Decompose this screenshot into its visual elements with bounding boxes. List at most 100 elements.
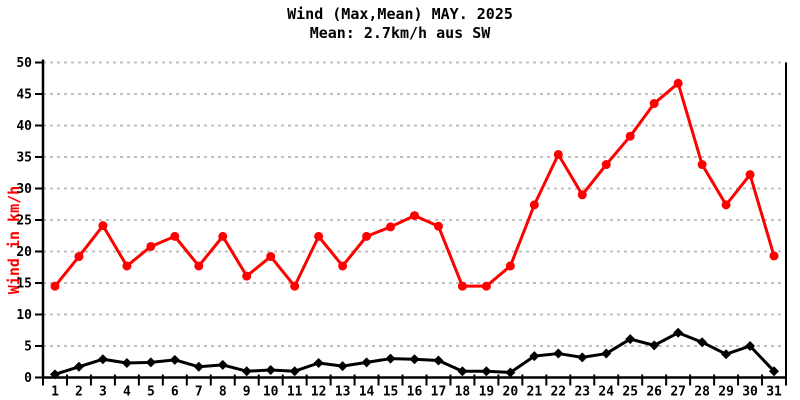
x-tick-label-29: 29 <box>718 385 734 400</box>
mean-marker-day-30 <box>745 341 756 351</box>
max-marker-day-19 <box>481 281 491 291</box>
x-tick-label-20: 20 <box>503 385 519 400</box>
y-tick-label-30: 30 <box>16 182 32 197</box>
mean-marker-day-24 <box>601 348 612 359</box>
mean-marker-day-13 <box>337 361 348 372</box>
mean-marker-day-19 <box>481 366 492 377</box>
max-marker-day-14 <box>362 231 372 241</box>
y-tick-label-0: 0 <box>24 371 32 386</box>
mean-marker-day-9 <box>241 366 252 377</box>
max-marker-day-1 <box>50 281 60 291</box>
max-marker-day-29 <box>721 200 731 210</box>
max-marker-day-10 <box>266 252 276 262</box>
x-tick-label-15: 15 <box>383 385 399 400</box>
mean-marker-day-18 <box>457 366 468 377</box>
x-tick-label-14: 14 <box>359 385 375 400</box>
y-tick-label-5: 5 <box>24 340 32 355</box>
max-marker-day-12 <box>314 231 324 241</box>
max-marker-day-5 <box>146 241 156 251</box>
max-marker-day-30 <box>745 170 755 180</box>
chart-title: Wind (Max,Mean) MAY. 2025 <box>287 5 513 23</box>
max-marker-day-11 <box>290 281 300 291</box>
max-marker-day-13 <box>338 261 348 271</box>
max-marker-day-25 <box>625 131 635 141</box>
y-tick-label-35: 35 <box>16 151 32 166</box>
chart-subtitle: Mean: 2.7km/h aus SW <box>309 24 491 42</box>
x-tick-label-23: 23 <box>574 385 590 400</box>
x-tick-label-7: 7 <box>195 385 203 400</box>
y-tick-label-50: 50 <box>16 56 32 71</box>
x-tick-label-13: 13 <box>335 385 351 400</box>
max-marker-day-8 <box>218 231 228 241</box>
x-tick-label-9: 9 <box>243 385 251 400</box>
x-tick-label-16: 16 <box>407 385 423 400</box>
mean-marker-day-4 <box>121 358 132 369</box>
x-tick-label-4: 4 <box>123 385 131 400</box>
x-tick-label-2: 2 <box>75 385 83 400</box>
y-tick-label-45: 45 <box>16 88 32 103</box>
max-marker-day-6 <box>170 231 180 241</box>
y-tick-label-25: 25 <box>16 214 32 229</box>
mean-marker-day-20 <box>505 367 516 378</box>
mean-marker-day-28 <box>697 337 708 348</box>
x-tick-label-12: 12 <box>311 385 327 400</box>
mean-marker-day-7 <box>193 361 204 372</box>
x-tick-label-25: 25 <box>622 385 638 400</box>
mean-marker-day-2 <box>73 361 84 372</box>
max-marker-day-15 <box>386 222 396 232</box>
max-marker-day-20 <box>505 261 515 271</box>
mean-marker-day-1 <box>49 369 60 380</box>
mean-marker-day-15 <box>385 353 396 364</box>
x-tick-label-19: 19 <box>479 385 495 400</box>
mean-marker-day-26 <box>649 340 660 351</box>
x-tick-label-10: 10 <box>263 385 279 400</box>
x-tick-label-22: 22 <box>550 385 566 400</box>
y-tick-label-40: 40 <box>16 119 32 134</box>
x-tick-label-30: 30 <box>742 385 758 400</box>
x-tick-label-24: 24 <box>598 385 614 400</box>
x-tick-label-1: 1 <box>51 385 59 400</box>
mean-marker-day-16 <box>409 354 420 365</box>
y-tick-label-15: 15 <box>16 277 32 292</box>
max-marker-day-9 <box>242 271 252 281</box>
x-tick-label-6: 6 <box>171 385 179 400</box>
max-marker-day-22 <box>553 149 563 159</box>
x-tick-label-11: 11 <box>287 385 303 400</box>
mean-marker-day-5 <box>145 357 156 368</box>
mean-marker-day-23 <box>577 352 588 363</box>
mean-marker-day-6 <box>169 354 180 365</box>
y-tick-label-20: 20 <box>16 245 32 260</box>
max-marker-day-2 <box>74 252 84 262</box>
mean-marker-day-10 <box>265 364 276 375</box>
y-tick-label-10: 10 <box>16 308 32 323</box>
x-tick-label-18: 18 <box>455 385 471 400</box>
x-tick-label-3: 3 <box>99 385 107 400</box>
mean-marker-day-8 <box>217 359 228 370</box>
max-marker-day-18 <box>457 281 467 291</box>
mean-marker-day-14 <box>361 357 372 368</box>
x-tick-label-26: 26 <box>646 385 662 400</box>
mean-marker-day-17 <box>433 355 444 366</box>
max-marker-day-4 <box>122 261 132 271</box>
mean-marker-day-25 <box>625 334 636 345</box>
x-tick-label-28: 28 <box>694 385 710 400</box>
max-marker-day-23 <box>577 190 587 200</box>
mean-marker-day-27 <box>673 327 684 338</box>
mean-marker-day-3 <box>97 354 108 365</box>
mean-marker-day-12 <box>313 358 324 369</box>
max-marker-day-3 <box>98 221 108 231</box>
x-tick-label-17: 17 <box>431 385 447 400</box>
max-marker-day-31 <box>769 251 779 261</box>
max-marker-day-16 <box>410 211 419 221</box>
x-tick-label-31: 31 <box>766 385 782 400</box>
mean-marker-day-21 <box>529 351 540 362</box>
max-marker-day-21 <box>529 200 539 210</box>
max-marker-day-24 <box>601 160 611 170</box>
mean-marker-day-29 <box>721 349 732 360</box>
max-series-line <box>53 81 776 288</box>
max-marker-day-27 <box>673 78 683 88</box>
x-tick-label-5: 5 <box>147 385 155 400</box>
max-marker-day-17 <box>433 221 443 231</box>
